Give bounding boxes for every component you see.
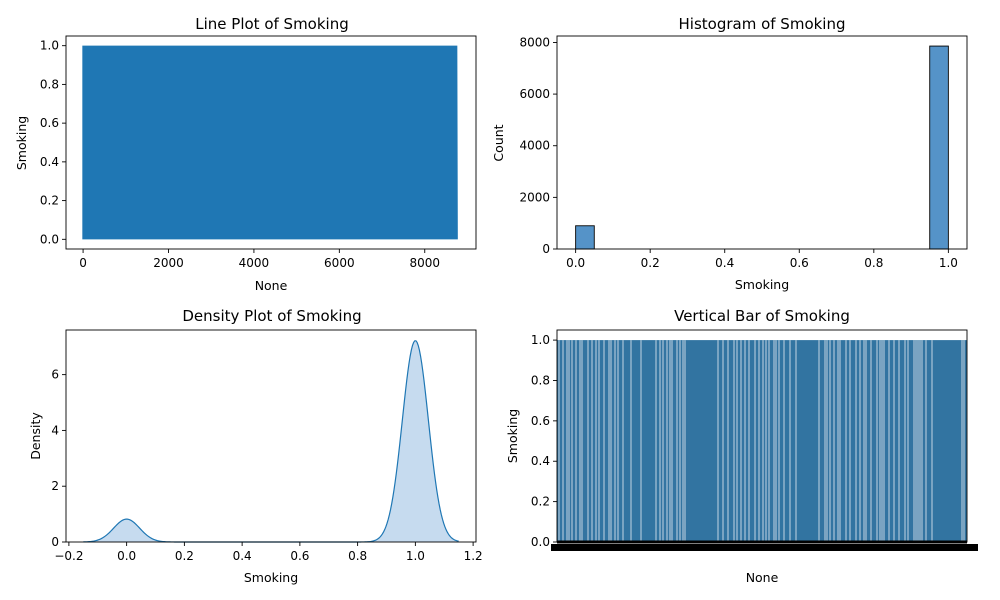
histogram-ticks: 0.0 0.2 0.4 0.6 0.8 1.0 0 2000 4000 6000 8000	[519, 35, 957, 270]
x-tick-label: 0.8	[864, 256, 883, 270]
histogram-title: Histogram of Smoking	[679, 15, 846, 33]
histogram-panel: Histogram of Smoking 0.0 0.2 0.4 0.6 0.8 1.00…	[491, 15, 968, 292]
y-tick-label: 6000	[519, 87, 550, 101]
x-tick-label: 1.0	[939, 256, 958, 270]
x-tick-label: 4000	[239, 256, 270, 270]
x-tick-label: 0.2	[175, 549, 194, 563]
y-tick-label: 0.8	[531, 373, 550, 387]
x-tick-label: 8000	[409, 256, 440, 270]
bar-block	[557, 340, 967, 542]
vertical-bar-panel: Vertical Bar of Smoking 0.0 0.2 0.4 0.6 0.8 1…	[505, 307, 978, 585]
y-tick-label: 8000	[519, 35, 550, 49]
x-tick-label: 0.4	[233, 549, 252, 563]
density-area	[83, 340, 459, 542]
density-plot-ticks: −0.2 0.0 0.2 0.4 0.6 0.8 1.0 1.2 0 2 4 6	[51, 368, 482, 563]
y-tick-label: 0.2	[531, 495, 550, 509]
x-tick-label: 0.4	[715, 256, 734, 270]
y-tick-label: 0.6	[531, 414, 550, 428]
histogram-bar	[929, 45, 949, 250]
bar-gaps	[558, 340, 965, 542]
histogram-ylabel: Count	[491, 124, 506, 161]
histogram-bar	[575, 225, 595, 250]
y-tick-label: 4	[51, 423, 59, 437]
y-tick-label: 2000	[519, 190, 550, 204]
x-tick-label: 1.2	[464, 549, 483, 563]
y-tick-label: 0.2	[40, 194, 59, 208]
y-tick-label: 0.0	[40, 232, 59, 246]
line-plot-title: Line Plot of Smoking	[195, 15, 349, 33]
x-tick-label: 1.0	[406, 549, 425, 563]
histogram-xlabel: Smoking	[735, 277, 789, 292]
y-tick-label: 0	[542, 242, 550, 256]
line-plot-panel: Line Plot of Smoking 0 2000 4000 6000 8000 0.…	[14, 15, 477, 293]
vertical-bar-ticks: 0.0 0.2 0.4 0.6 0.8 1.0	[531, 333, 978, 551]
y-tick-label: 0.8	[40, 77, 59, 91]
x-tick-label: 6000	[324, 256, 355, 270]
density-plot-ylabel: Density	[28, 412, 43, 460]
x-tick-label: 0.0	[117, 549, 136, 563]
x-tick-label: −0.2	[54, 549, 83, 563]
histogram-frame	[556, 35, 968, 250]
histogram-marks	[575, 45, 949, 250]
density-plot-frame	[65, 329, 477, 543]
y-tick-label: 0.6	[40, 116, 59, 130]
series-line	[82, 45, 458, 240]
vertical-bar-xlabel: None	[746, 570, 779, 585]
x-tick-label: 0.8	[348, 549, 367, 563]
line-plot-ticks: 0 2000 4000 6000 8000 0.0 0.2 0.4 0.6 0.8 1.0	[40, 39, 440, 270]
vertical-bar-marks	[557, 340, 967, 542]
density-plot-panel: Density Plot of Smoking −0.2 0.0 0.2 0.4 0.6…	[28, 307, 483, 585]
x-tick-label: 0.2	[641, 256, 660, 270]
x-tick-label: 0.6	[790, 256, 809, 270]
x-tick-label: 0	[79, 256, 87, 270]
y-tick-label: 0.4	[531, 454, 550, 468]
y-tick-label: 6	[51, 368, 59, 382]
line-plot-frame	[65, 35, 477, 250]
x-tick-label: 0.0	[566, 256, 585, 270]
y-tick-label: 1.0	[531, 333, 550, 347]
density-plot-title: Density Plot of Smoking	[182, 307, 361, 325]
density-plot-xlabel: Smoking	[244, 570, 298, 585]
y-tick-label: 0.4	[40, 155, 59, 169]
y-tick-label: 4000	[519, 139, 550, 153]
x-tick-label: 0.6	[290, 549, 309, 563]
x-tick-label: 2000	[153, 256, 184, 270]
y-tick-label: 0.0	[531, 535, 550, 549]
line-plot-ylabel: Smoking	[14, 116, 29, 170]
vertical-bar-ylabel: Smoking	[505, 409, 520, 463]
line-plot-xlabel: None	[255, 278, 288, 293]
x-tick-labels-crowded	[551, 544, 978, 551]
y-tick-label: 2	[51, 479, 59, 493]
density-plot-marks	[83, 340, 459, 543]
y-tick-label: 1.0	[40, 39, 59, 53]
line-plot-marks	[82, 45, 458, 240]
vertical-bar-title: Vertical Bar of Smoking	[674, 307, 850, 325]
y-tick-label: 0	[51, 535, 59, 549]
